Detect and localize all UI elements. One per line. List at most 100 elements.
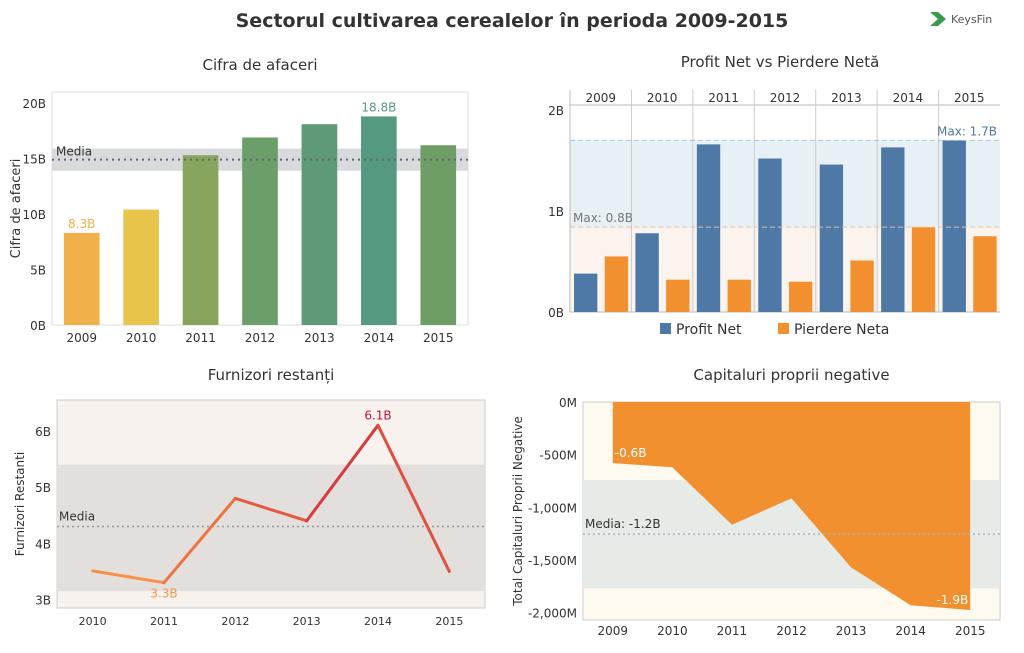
chart1-ytick: 15B xyxy=(22,153,46,167)
chart3-data-label: 3.3B xyxy=(150,587,177,601)
chart2-bar-profit xyxy=(942,140,966,312)
chart3-xtick: 2015 xyxy=(435,615,463,628)
chart4-ytick: 0M xyxy=(559,396,577,410)
chart2-title: Profit Net vs Pierdere Netă xyxy=(680,53,880,71)
chart2-bar-pierdere xyxy=(666,279,690,312)
chart1-xtick: 2013 xyxy=(304,331,335,345)
chart1-ytick: 20B xyxy=(22,97,46,111)
chart2-column-header: 2014 xyxy=(893,91,924,105)
chart3-data-label: 6.1B xyxy=(364,408,391,422)
chart1-xtick: 2010 xyxy=(126,331,157,345)
chart3-xtick: 2013 xyxy=(293,615,321,628)
chart3-line-segment xyxy=(233,496,309,523)
chart2-bar-profit xyxy=(881,147,905,312)
chart4-ytick: -2,000M xyxy=(528,607,577,621)
chart4-area xyxy=(612,402,971,610)
chart4-ylabel: Total Capitaluri Proprii Negative xyxy=(511,416,525,607)
chart1-bar xyxy=(301,124,338,325)
chart1-bar xyxy=(420,145,457,325)
chart1-xtick: 2014 xyxy=(364,331,395,345)
chart1-bar xyxy=(182,155,219,325)
chart2-bar-pierdere xyxy=(727,279,751,312)
chart1-ytick: 5B xyxy=(30,264,46,278)
chart3-title: Furnizori restanți xyxy=(207,366,335,384)
chart4-data-label: -0.6B xyxy=(615,446,647,460)
keysfin-logo: KeysFin xyxy=(930,12,992,26)
chart2-profit-band xyxy=(570,140,1000,228)
logo-text: KeysFin xyxy=(951,12,993,26)
legend-label: Profit Net xyxy=(676,322,742,338)
chart4-xtick: 2013 xyxy=(836,624,867,638)
chart2-bar-profit xyxy=(758,158,782,312)
chart1-bar xyxy=(242,137,278,325)
chart2-ytick: 0B xyxy=(548,306,564,320)
legend-label: Pierdere Neta xyxy=(794,322,889,338)
chart3-ytick: 3B xyxy=(35,594,51,608)
chart1-data-label: 8.3B xyxy=(68,217,95,231)
chart1-bar xyxy=(123,209,159,325)
chart1-bar xyxy=(361,116,397,326)
chart3-ytick: 5B xyxy=(35,481,51,495)
chart4-xtick: 2010 xyxy=(657,624,688,638)
chart3-media-label: Media xyxy=(59,509,95,523)
chart4-xtick: 2012 xyxy=(776,624,807,638)
chart1-xtick: 2011 xyxy=(185,331,216,345)
chart1-ytick: 0B xyxy=(30,319,46,333)
chart3-line-segment xyxy=(162,496,237,585)
chart1-ylabel: Cifra de afaceri xyxy=(9,159,24,259)
chart2-ytick: 1B xyxy=(548,205,564,219)
chart3-line-segment xyxy=(305,423,380,523)
chart2-column-header: 2010 xyxy=(647,91,678,105)
chart2-column-header: 2009 xyxy=(585,91,616,105)
chart3-reference-band xyxy=(57,464,485,592)
chart1-xtick: 2012 xyxy=(245,331,276,345)
chart1-media-label: Media xyxy=(56,145,92,159)
chart2-max-profit-label: Max: 1.7B xyxy=(937,124,997,138)
chart4-ytick: -1,500M xyxy=(528,554,577,568)
chart3-xtick: 2014 xyxy=(364,615,392,628)
chart2-column-header: 2012 xyxy=(770,91,801,105)
dashboard-title: Sectorul cultivarea cerealelor în period… xyxy=(235,10,789,32)
chart1-bar xyxy=(63,232,100,325)
chart2-bar-pierdere xyxy=(604,256,629,312)
chart2-bar-pierdere xyxy=(850,260,874,312)
chart2-bar-pierdere xyxy=(789,281,813,312)
chart4-ytick: -500M xyxy=(539,449,577,463)
chart2-ytick: 2B xyxy=(548,104,564,118)
chart1-xtick: 2009 xyxy=(66,331,97,345)
chart2-column-header: 2013 xyxy=(831,91,862,105)
chart3-xtick: 2010 xyxy=(79,615,107,628)
chart2-bar-profit xyxy=(696,144,721,312)
chart4-xtick: 2009 xyxy=(598,624,629,638)
chart2-bar-pierdere xyxy=(911,227,936,312)
legend-swatch xyxy=(778,323,789,334)
chart3-xtick: 2012 xyxy=(221,615,249,628)
chart3-ytick: 6B xyxy=(35,425,51,439)
chart2-max-loss-label: Max: 0.8B xyxy=(573,211,633,225)
logo-chevron-icon xyxy=(930,12,946,26)
chart3-xtick: 2011 xyxy=(150,615,178,628)
chart4-xtick: 2011 xyxy=(717,624,748,638)
chart2-bar-profit xyxy=(635,233,659,312)
chart3-line-segment xyxy=(376,423,451,573)
chart1-title: Cifra de afaceri xyxy=(202,56,318,74)
chart1-xtick: 2015 xyxy=(423,331,454,345)
chart4-xtick: 2015 xyxy=(955,624,986,638)
chart2-column-header: 2015 xyxy=(954,91,985,105)
chart3-ylabel: Furnizori Restanti xyxy=(13,452,27,556)
chart4-xtick: 2014 xyxy=(895,624,926,638)
legend-swatch xyxy=(660,323,671,334)
chart2-bar-profit xyxy=(819,164,844,312)
chart1-data-label: 18.8B xyxy=(361,100,396,114)
chart4-ytick: -1,000M xyxy=(528,501,577,515)
chart4-data-label: -1.9B xyxy=(937,593,969,607)
chart2-bar-pierdere xyxy=(973,236,997,312)
chart1-ytick: 10B xyxy=(22,208,46,222)
chart2-column-header: 2011 xyxy=(708,91,739,105)
chart3-ytick: 4B xyxy=(35,537,51,551)
chart3-line-segment xyxy=(91,569,166,585)
chart2-bar-profit xyxy=(574,273,598,312)
chart2-loss-band xyxy=(570,227,1000,312)
chart4-title: Capitaluri proprii negative xyxy=(693,366,890,384)
